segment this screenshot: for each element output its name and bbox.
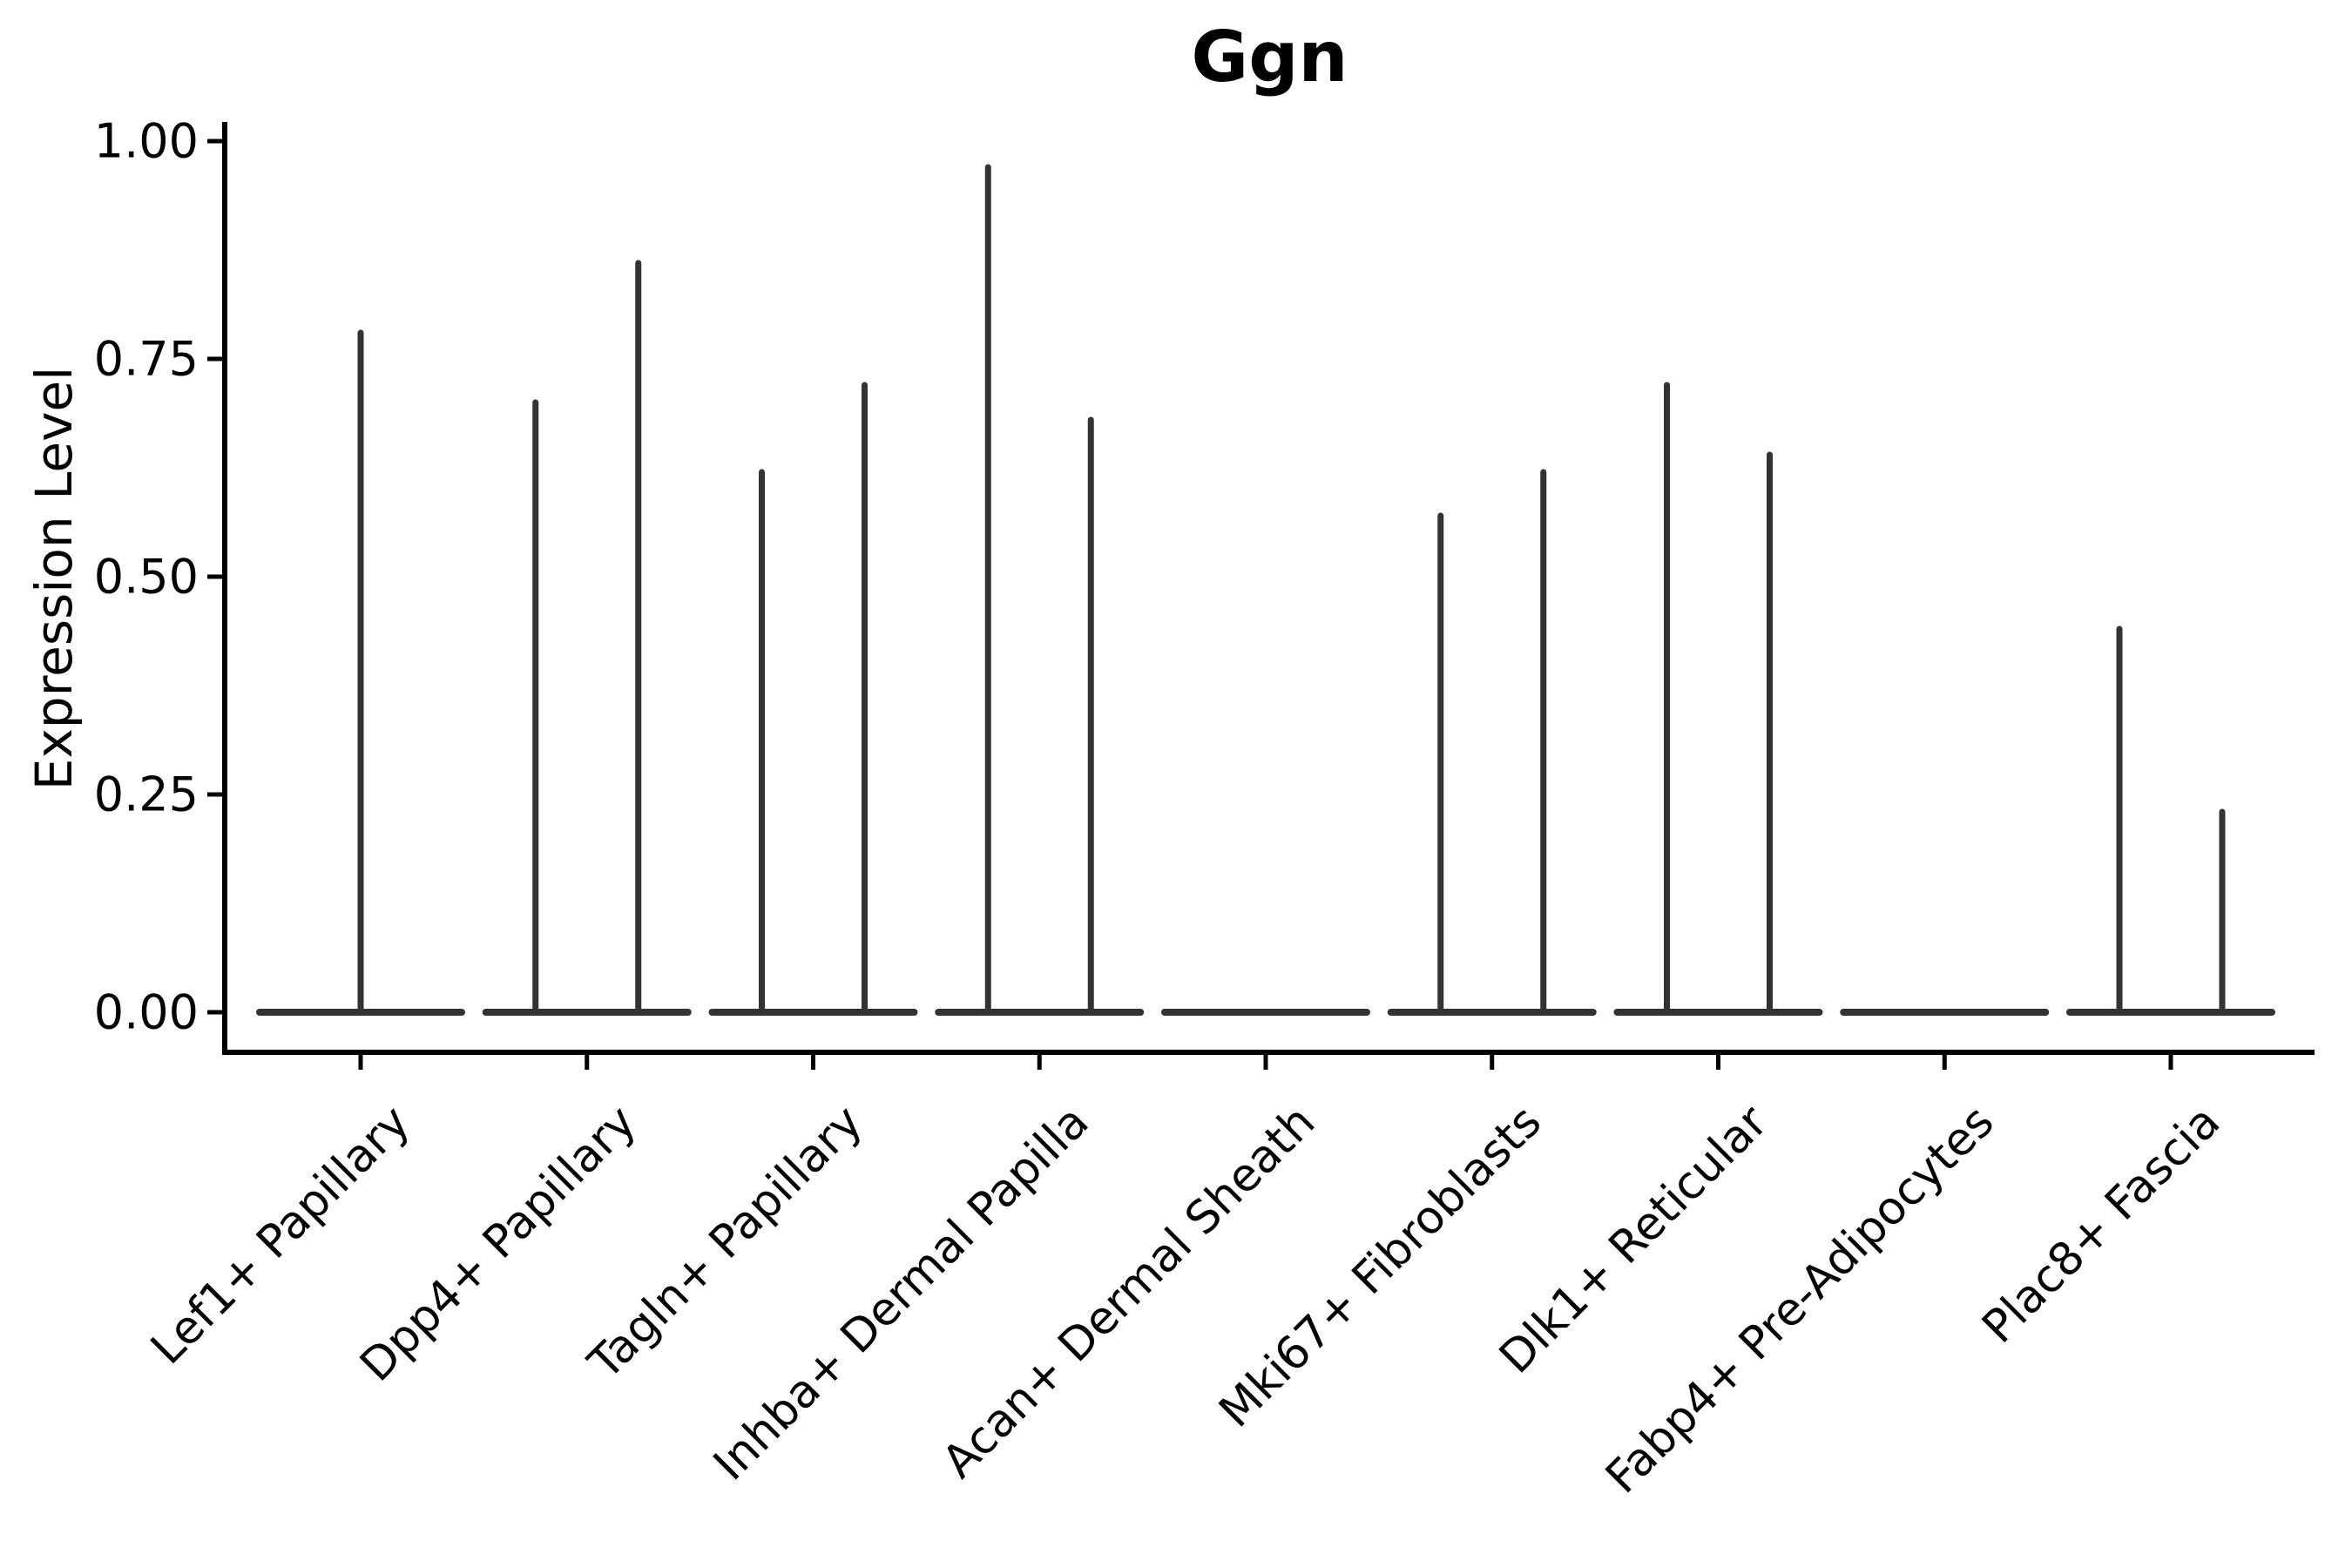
x-tick-label: Acan+ Dermal Sheath: [933, 1096, 1326, 1489]
x-tick-label: Plac8+ Fascia: [1972, 1096, 2230, 1354]
chart-title: Ggn: [1191, 17, 1348, 98]
x-tick-label: Fabp4+ Pre-Adipocytes: [1596, 1096, 2004, 1504]
y-tick-label: 1.00: [94, 114, 199, 169]
y-tick-label: 0.50: [94, 550, 199, 605]
x-tick-label: Inhba+ Dermal Papilla: [704, 1096, 1098, 1490]
y-tick-label: 0.75: [94, 332, 199, 387]
y-tick-label: 0.25: [94, 767, 199, 822]
y-tick-label: 0.00: [94, 985, 199, 1040]
